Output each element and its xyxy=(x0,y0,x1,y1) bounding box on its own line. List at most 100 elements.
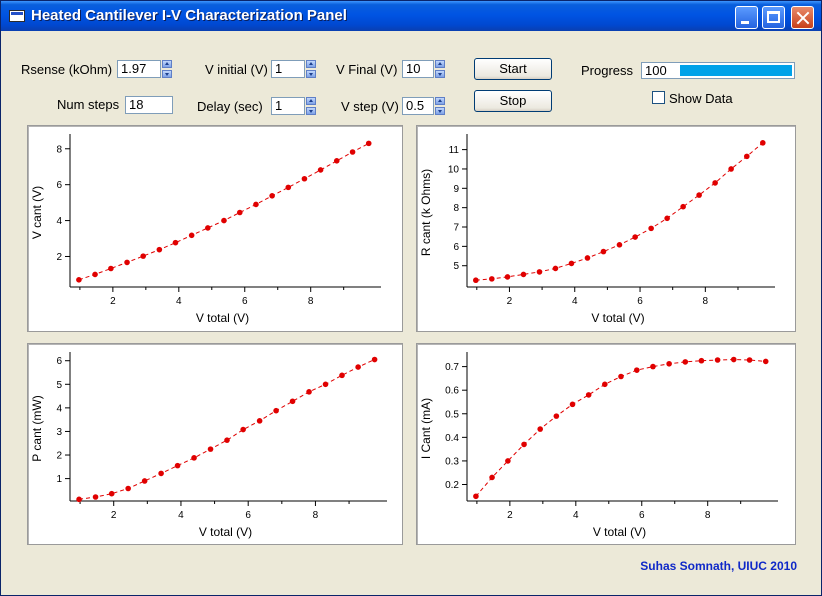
rsense-spinner[interactable] xyxy=(162,60,172,78)
data-point xyxy=(174,462,181,469)
data-point xyxy=(124,259,130,266)
close-button[interactable] xyxy=(791,6,814,29)
data-point xyxy=(759,140,766,146)
spin-up-icon[interactable] xyxy=(435,97,445,105)
y-tick-label: 0.5 xyxy=(445,409,459,420)
maximize-button[interactable] xyxy=(762,6,785,29)
v-initial-spinner[interactable] xyxy=(306,60,316,78)
y-tick-label: 4 xyxy=(56,403,62,414)
data-point xyxy=(256,418,263,424)
x-tick-label: 8 xyxy=(313,510,319,521)
data-point xyxy=(696,192,702,198)
data-point xyxy=(306,389,312,395)
data-point xyxy=(666,360,672,367)
plot-p-cant: 2 4 6 8 1 2 3 4 5 6 V total (V) P cant (mW) xyxy=(27,343,403,545)
v-step-spinner[interactable] xyxy=(435,97,445,115)
series-line xyxy=(475,358,766,497)
v-initial-input[interactable]: 1 xyxy=(271,60,305,78)
y-axis-label: P cant (mW) xyxy=(30,395,44,461)
spin-up-icon[interactable] xyxy=(435,60,445,68)
plot-r-cant: 2 4 6 8 5 6 7 8 9 10 11 V total (V) R cant (k Ohms) xyxy=(416,125,796,332)
r-cant-chart: 2 4 6 8 5 6 7 8 9 10 11 V total (V) R cant (k Ohms) xyxy=(419,134,775,325)
num-steps-label: Num steps xyxy=(57,97,120,112)
data-point xyxy=(349,149,356,155)
spin-down-icon[interactable] xyxy=(162,70,172,78)
y-tick-label: 10 xyxy=(448,164,460,175)
spin-down-icon[interactable] xyxy=(435,107,445,115)
y-tick-label: 8 xyxy=(453,203,459,214)
data-point xyxy=(237,209,243,216)
data-point xyxy=(473,277,479,284)
v-step-input[interactable]: 0.5 xyxy=(402,97,434,115)
data-point xyxy=(568,260,575,267)
data-point xyxy=(602,381,608,388)
v-final-spinner[interactable] xyxy=(435,60,445,78)
spin-up-icon[interactable] xyxy=(306,97,316,105)
show-data-label: Show Data xyxy=(669,91,733,106)
data-point xyxy=(600,248,607,255)
spin-up-icon[interactable] xyxy=(306,60,316,68)
spin-up-icon[interactable] xyxy=(162,60,172,68)
y-tick-label: 0.2 xyxy=(445,480,459,491)
delay-spinner[interactable] xyxy=(306,97,316,115)
minimize-button[interactable] xyxy=(735,6,758,29)
y-tick-label: 1 xyxy=(56,474,62,485)
data-point xyxy=(489,474,495,481)
data-point xyxy=(301,175,308,182)
delay-input[interactable]: 1 xyxy=(271,97,305,115)
data-point xyxy=(76,277,82,283)
series-line xyxy=(475,142,764,281)
delay-label: Delay (sec) xyxy=(197,99,263,114)
y-tick-label: 9 xyxy=(453,184,459,195)
title-bar[interactable]: Heated Cantilever I-V Characterization P… xyxy=(1,1,821,31)
v-step-label: V step (V) xyxy=(341,99,399,114)
data-point xyxy=(289,398,296,405)
data-point xyxy=(537,426,543,432)
window-icon[interactable] xyxy=(9,10,25,22)
v-final-label: V Final (V) xyxy=(336,62,398,77)
progress-fill xyxy=(680,65,792,76)
progress-label: Progress xyxy=(581,63,634,78)
rsense-input[interactable]: 1.97 xyxy=(117,60,161,78)
y-tick-label: 7 xyxy=(453,223,459,234)
data-point xyxy=(205,225,211,231)
data-point xyxy=(714,357,721,363)
plot-v-cant: 2 4 6 8 2 4 6 8 V total (V) V cant (V) xyxy=(27,125,403,332)
rsense-label: Rsense (kOhm) xyxy=(21,62,113,77)
data-point xyxy=(221,217,227,224)
data-point xyxy=(650,363,656,370)
stop-button[interactable]: Stop xyxy=(474,90,552,112)
data-point xyxy=(339,372,345,379)
data-point xyxy=(224,437,230,443)
x-tick-label: 2 xyxy=(111,510,117,521)
x-axis-label: V total (V) xyxy=(591,311,644,325)
data-point xyxy=(618,373,624,380)
data-point xyxy=(505,458,511,464)
y-tick-label: 6 xyxy=(56,180,62,191)
data-point xyxy=(521,441,527,448)
start-button[interactable]: Start xyxy=(474,58,552,80)
y-tick-label: 11 xyxy=(449,145,460,156)
show-data-checkbox[interactable] xyxy=(652,91,665,104)
data-point xyxy=(743,153,750,160)
data-point xyxy=(504,274,511,280)
x-tick-label: 2 xyxy=(110,296,116,307)
data-point xyxy=(253,201,259,208)
data-point xyxy=(616,242,623,248)
x-tick-label: 6 xyxy=(245,510,251,521)
y-tick-label: 5 xyxy=(453,261,459,272)
y-tick-label: 4 xyxy=(56,216,62,227)
x-tick-label: 6 xyxy=(639,510,645,521)
spin-down-icon[interactable] xyxy=(306,70,316,78)
num-steps-input[interactable]: 18 xyxy=(125,96,173,114)
data-point xyxy=(584,255,591,261)
x-tick-label: 8 xyxy=(308,296,314,307)
i-cant-chart: 2 4 6 8 0.2 0.3 0.4 0.5 0.6 0.7 V total (V) I Cant … xyxy=(419,352,778,539)
footer-credit: Suhas Somnath, UIUC 2010 xyxy=(640,559,797,573)
v-final-input[interactable]: 10 xyxy=(402,60,434,78)
data-point xyxy=(207,446,214,452)
y-tick-label: 6 xyxy=(56,356,62,367)
v-cant-chart: 2 4 6 8 2 4 6 8 V total (V) V cant (V) xyxy=(30,134,381,325)
spin-down-icon[interactable] xyxy=(306,107,316,115)
spin-down-icon[interactable] xyxy=(435,70,445,78)
